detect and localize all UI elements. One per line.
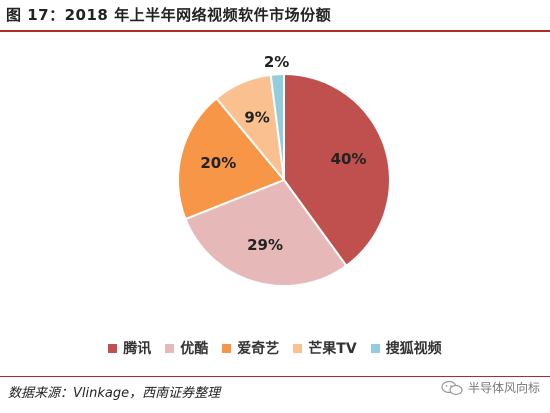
legend-item-tencent: 腾讯	[108, 338, 151, 358]
legend-label: 爱奇艺	[237, 341, 280, 357]
data-label-mango-tv: 9%	[244, 109, 269, 127]
data-label-youku: 29%	[247, 236, 283, 254]
legend-swatch	[222, 343, 232, 353]
chart-legend: 腾讯 优酷 爱奇艺 芒果TV 搜狐视频	[0, 338, 550, 358]
legend-label: 优酷	[180, 341, 209, 357]
wechat-icon	[441, 380, 463, 395]
legend-label: 搜狐视频	[385, 341, 442, 357]
watermark: 半导体风向标	[441, 379, 540, 396]
pie-chart: 40% 29% 20% 9% 2%	[177, 53, 391, 287]
pie-slice-sohu-video	[269, 72, 285, 181]
legend-item-mango-tv: 芒果TV	[293, 338, 357, 358]
legend-swatch	[108, 343, 118, 353]
data-label-iqiyi: 20%	[200, 154, 236, 172]
title-divider	[0, 30, 550, 32]
pie-slice-youku	[184, 178, 348, 287]
legend-item-youku: 优酷	[165, 338, 208, 358]
data-label-sohu-video: 2%	[264, 53, 289, 71]
pie-slice-tencent	[283, 72, 391, 268]
data-source-note: 数据来源：Vlinkage，西南证券整理	[8, 386, 221, 401]
data-label-tencent: 40%	[331, 150, 367, 168]
figure-title: 图 17：2018 年上半年网络视频软件市场份额	[6, 6, 332, 24]
watermark-text: 半导体风向标	[467, 381, 540, 395]
legend-label: 芒果TV	[308, 341, 357, 357]
legend-item-iqiyi: 爱奇艺	[222, 338, 279, 358]
pie-slice-iqiyi	[177, 96, 286, 221]
footer-divider	[0, 376, 550, 377]
legend-item-sohu-video: 搜狐视频	[370, 338, 442, 358]
legend-label: 腾讯	[123, 341, 152, 357]
legend-swatch	[370, 343, 380, 353]
legend-swatch	[165, 343, 175, 353]
legend-swatch	[293, 343, 303, 353]
